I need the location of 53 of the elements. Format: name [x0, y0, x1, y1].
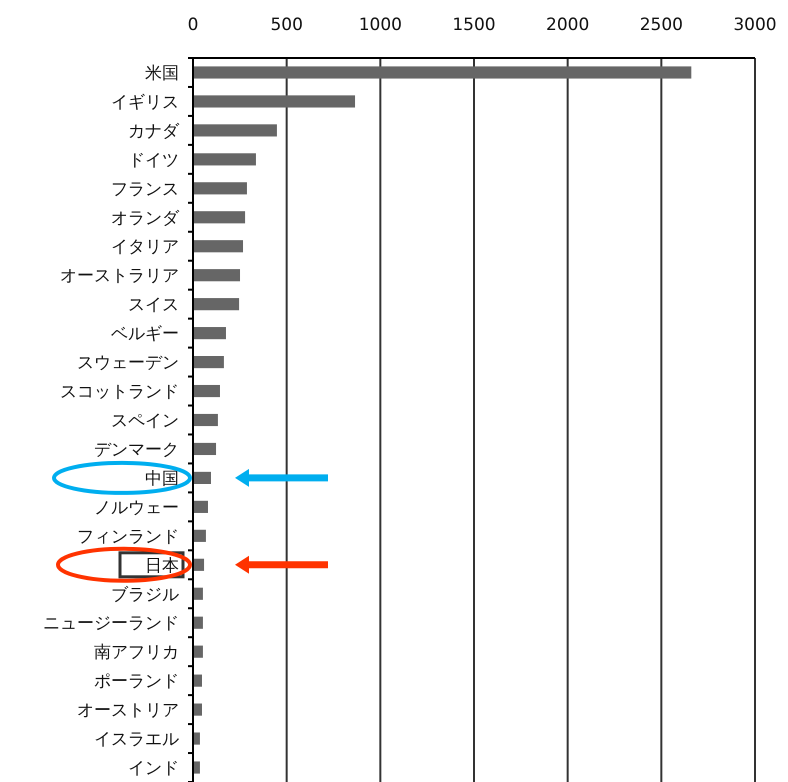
y-tick-label: ベルギー — [111, 324, 179, 344]
bar — [193, 472, 211, 484]
x-tick-label: 3000 — [733, 15, 777, 35]
bar — [193, 414, 218, 426]
y-tick-label: ノルウェー — [94, 498, 179, 518]
y-tick-label: フィンランド — [77, 526, 179, 547]
bar — [193, 95, 356, 108]
y-tick-label: イタリア — [111, 237, 179, 258]
y-tick-label: 米国 — [145, 63, 179, 84]
bar — [193, 646, 203, 658]
y-tick-label: 中国 — [145, 468, 179, 489]
bar — [193, 66, 692, 79]
y-tick-label: カナダ — [128, 121, 180, 142]
y-tick-label: オランダ — [111, 208, 180, 228]
y-tick-label: オーストラリア — [60, 266, 179, 286]
y-tick-label: デンマーク — [94, 440, 179, 460]
y-tick-label: スコットランド — [60, 382, 179, 402]
x-tick-label: 2500 — [640, 15, 683, 35]
y-tick-label: スイス — [128, 295, 179, 316]
y-tick-label: イスラエル — [94, 730, 179, 750]
y-tick-label: ニュージーランド — [43, 614, 179, 634]
y-tick-label: オーストリア — [77, 700, 179, 721]
bar — [193, 298, 240, 310]
y-tick-label: イギリス — [111, 92, 179, 112]
x-tick-label: 500 — [270, 15, 303, 35]
y-tick-label: インド — [128, 758, 179, 779]
x-tick-label: 1500 — [452, 15, 496, 35]
bar — [193, 558, 204, 571]
bar — [193, 182, 247, 194]
bar — [193, 269, 240, 282]
x-tick-label: 1000 — [358, 15, 402, 35]
bar — [193, 530, 206, 542]
y-tick-label: ポーランド — [94, 672, 179, 692]
bar — [193, 211, 246, 224]
bar — [193, 356, 224, 368]
y-tick-label: ブラジル — [111, 584, 179, 605]
bar — [193, 327, 226, 340]
bar — [193, 384, 220, 398]
y-tick-label: スペイン — [111, 411, 179, 431]
bar — [193, 588, 203, 600]
bar — [193, 240, 244, 252]
bar — [193, 616, 203, 629]
bar — [193, 153, 256, 166]
y-tick-label: フランス — [111, 179, 179, 200]
x-tick-label: 2000 — [546, 15, 590, 35]
y-tick-label: スウェーデン — [77, 353, 179, 374]
y-tick-label: 日本 — [145, 556, 179, 576]
bar — [193, 442, 216, 456]
y-tick-label: 南アフリカ — [94, 642, 179, 663]
x-tick-label: 0 — [188, 15, 198, 35]
bar — [193, 124, 277, 136]
y-tick-label: ドイツ — [128, 150, 179, 170]
bar — [193, 500, 208, 513]
